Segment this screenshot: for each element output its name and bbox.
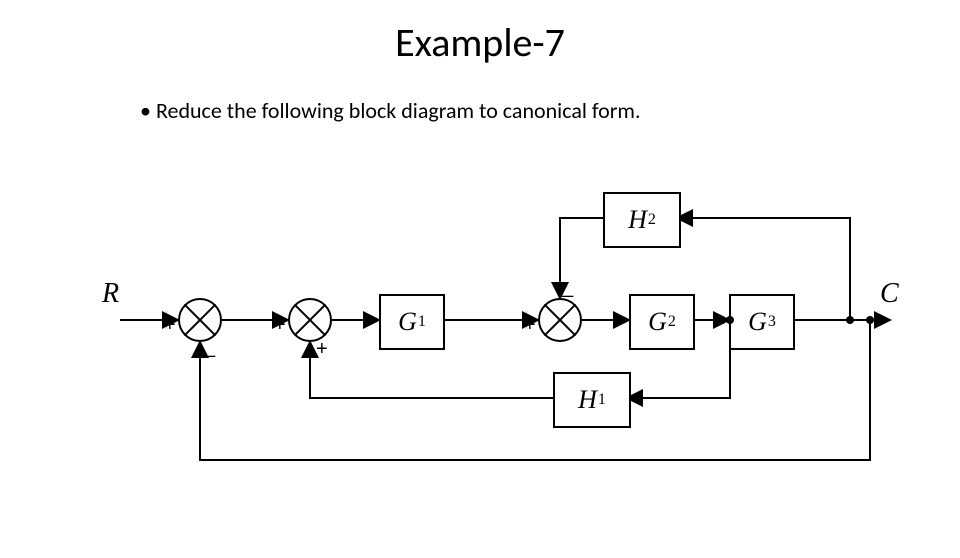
node-output-pickoff bbox=[866, 316, 874, 324]
sum-3 bbox=[538, 298, 582, 342]
sum-1 bbox=[178, 298, 222, 342]
sign-s1-bot: _ bbox=[204, 336, 215, 359]
sign-s3-top: _ bbox=[562, 276, 573, 299]
label-C: C bbox=[880, 278, 899, 310]
node-H2-pickoff bbox=[846, 316, 854, 324]
block-H2: H2 bbox=[603, 192, 681, 248]
sign-s2-left: + bbox=[274, 314, 286, 337]
wiring bbox=[0, 0, 960, 540]
instruction-bullet: Reduce the following block diagram to ca… bbox=[140, 97, 960, 124]
sign-s3-left: + bbox=[524, 314, 536, 337]
label-R: R bbox=[102, 278, 119, 310]
block-G3: G3 bbox=[729, 294, 795, 350]
page-title: Example-7 bbox=[0, 18, 960, 67]
block-G1: G1 bbox=[379, 294, 445, 350]
sum-2 bbox=[288, 298, 332, 342]
node-between-G2-G3 bbox=[726, 316, 734, 324]
block-G2: G2 bbox=[629, 294, 695, 350]
sign-s1-left: + bbox=[164, 314, 176, 337]
sign-s2-bot: + bbox=[316, 338, 328, 361]
block-H1: H1 bbox=[553, 372, 631, 428]
